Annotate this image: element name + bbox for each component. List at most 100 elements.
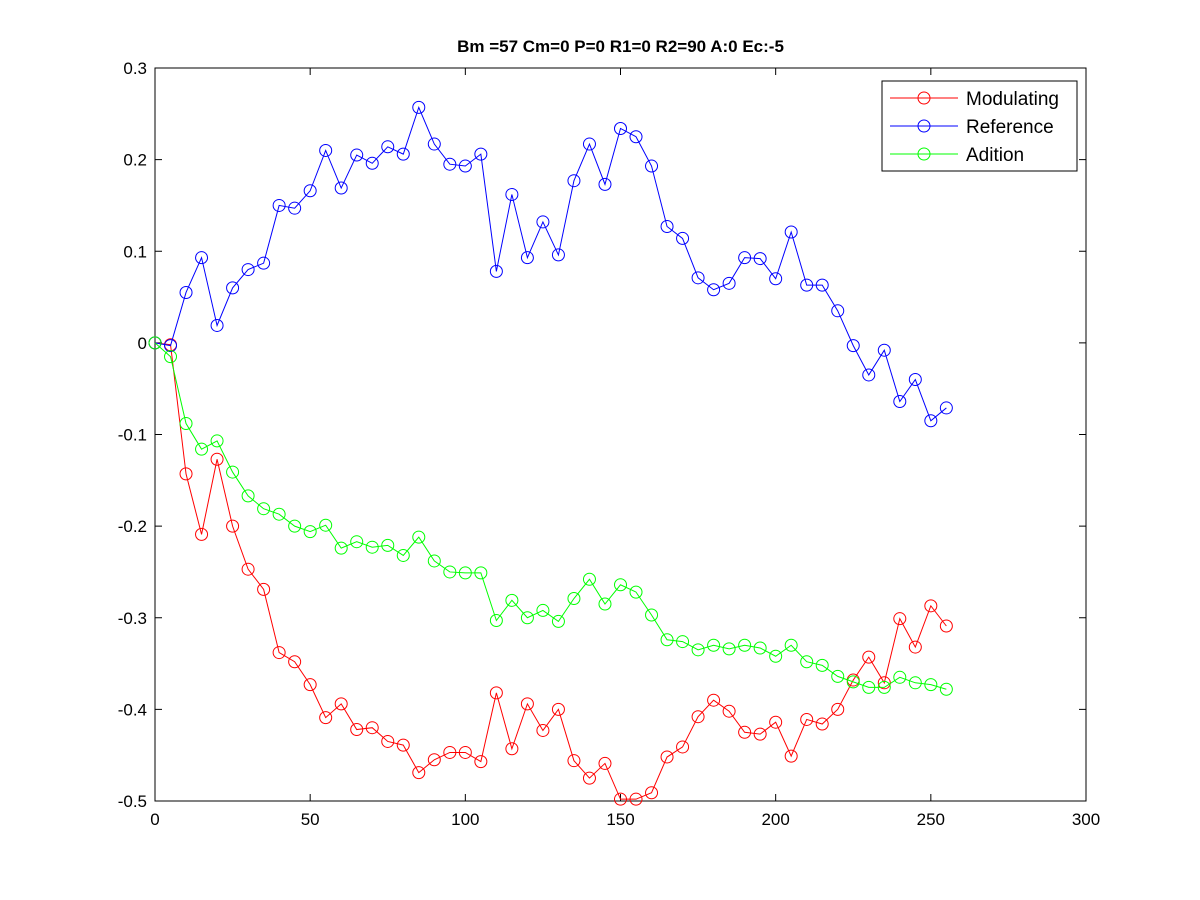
data-point bbox=[784, 225, 798, 239]
series-line bbox=[154, 342, 947, 800]
data-point bbox=[179, 417, 193, 431]
data-point bbox=[257, 256, 271, 270]
data-point bbox=[365, 721, 379, 735]
legend-label: Adition bbox=[966, 145, 1024, 166]
legend-marker bbox=[917, 147, 931, 161]
data-point bbox=[846, 675, 860, 689]
x-tick-label: 300 bbox=[1072, 810, 1100, 829]
data-point bbox=[707, 283, 721, 297]
data-point bbox=[939, 619, 953, 633]
data-point bbox=[877, 676, 891, 690]
data-point bbox=[738, 251, 752, 265]
data-point bbox=[427, 753, 441, 767]
series-line bbox=[154, 105, 947, 422]
y-tick-label: -0.3 bbox=[118, 609, 147, 628]
series-line bbox=[154, 342, 947, 690]
data-point bbox=[458, 745, 472, 759]
data-point bbox=[210, 452, 224, 466]
data-point bbox=[722, 642, 736, 656]
data-point bbox=[908, 640, 922, 654]
legend: Modulating Reference Adition bbox=[881, 80, 1078, 172]
data-point bbox=[691, 271, 705, 285]
data-point bbox=[629, 130, 643, 144]
x-tick-label: 100 bbox=[451, 810, 479, 829]
series-reference bbox=[148, 100, 953, 428]
data-point bbox=[443, 745, 457, 759]
axis-ticks: 0 50 100 150 200 250 300 0.3 0.2 0.1 0 -0.1 -0.2 -0.3… bbox=[118, 59, 1100, 829]
data-point bbox=[567, 592, 581, 606]
y-tick-label: -0.4 bbox=[118, 700, 147, 719]
legend-marker bbox=[917, 91, 931, 105]
data-point bbox=[210, 434, 224, 448]
data-point bbox=[489, 613, 503, 627]
data-point bbox=[753, 727, 767, 741]
data-point bbox=[800, 655, 814, 669]
data-point bbox=[939, 401, 953, 415]
data-point bbox=[769, 272, 783, 286]
data-point bbox=[862, 368, 876, 382]
axes-box bbox=[154, 67, 1087, 802]
data-point bbox=[598, 756, 612, 770]
data-point bbox=[365, 540, 379, 554]
data-point bbox=[582, 572, 596, 586]
data-point bbox=[458, 159, 472, 173]
data-point bbox=[815, 717, 829, 731]
data-point bbox=[924, 678, 938, 692]
data-point bbox=[582, 137, 596, 151]
data-point bbox=[722, 704, 736, 718]
data-point bbox=[272, 646, 286, 660]
data-point bbox=[815, 658, 829, 672]
data-point bbox=[707, 638, 721, 652]
data-point bbox=[412, 530, 426, 544]
data-point bbox=[629, 585, 643, 599]
data-point bbox=[676, 231, 690, 245]
data-point bbox=[226, 465, 240, 479]
data-point bbox=[427, 137, 441, 151]
data-point bbox=[365, 156, 379, 170]
data-point bbox=[226, 281, 240, 295]
legend-item: Adition bbox=[890, 145, 1024, 166]
data-point bbox=[241, 489, 255, 503]
data-point bbox=[582, 771, 596, 785]
data-point bbox=[195, 442, 209, 456]
data-point bbox=[660, 750, 674, 764]
data-point bbox=[257, 582, 271, 596]
data-point bbox=[536, 723, 550, 737]
chart-title: Bm =57 Cm=0 P=0 R1=0 R2=90 A:0 Ec:-5 bbox=[457, 37, 784, 56]
data-point bbox=[877, 680, 891, 694]
data-point bbox=[893, 670, 907, 684]
data-point bbox=[443, 565, 457, 579]
data-point bbox=[753, 641, 767, 655]
data-point bbox=[288, 655, 302, 669]
data-point bbox=[412, 766, 426, 780]
data-point bbox=[443, 157, 457, 171]
data-point bbox=[753, 252, 767, 266]
y-tick-label: -0.2 bbox=[118, 517, 147, 536]
data-point bbox=[893, 395, 907, 409]
data-point bbox=[412, 100, 426, 114]
data-point bbox=[784, 638, 798, 652]
data-point bbox=[303, 525, 317, 539]
data-point bbox=[536, 603, 550, 617]
series-adition bbox=[148, 336, 953, 696]
data-point bbox=[319, 143, 333, 157]
data-point bbox=[303, 678, 317, 692]
data-point bbox=[939, 682, 953, 696]
data-point bbox=[474, 566, 488, 580]
data-point bbox=[877, 343, 891, 357]
data-point bbox=[660, 220, 674, 234]
data-point bbox=[831, 669, 845, 683]
data-point bbox=[769, 715, 783, 729]
x-tick-label: 150 bbox=[606, 810, 634, 829]
data-point bbox=[520, 611, 534, 625]
y-tick-label: 0 bbox=[138, 334, 147, 353]
y-tick-label: 0.3 bbox=[123, 59, 147, 78]
data-point bbox=[800, 278, 814, 292]
data-point bbox=[846, 339, 860, 353]
data-point bbox=[567, 174, 581, 188]
data-point bbox=[288, 519, 302, 533]
data-point bbox=[862, 650, 876, 664]
data-point bbox=[676, 635, 690, 649]
y-tick-label: 0.1 bbox=[123, 242, 147, 261]
data-point bbox=[334, 181, 348, 195]
